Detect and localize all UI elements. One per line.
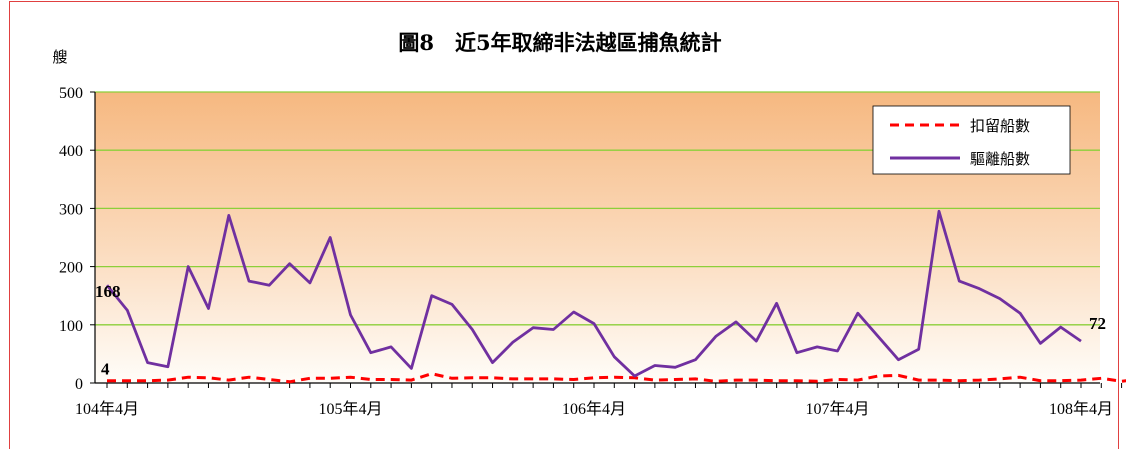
y-tick-label-300: 300 [59, 201, 83, 218]
x-tick-label-3: 107年4月 [805, 400, 869, 418]
y-tick-label-400: 400 [59, 143, 83, 160]
y-tick-label-500: 500 [59, 85, 83, 102]
legend: 扣留船數 驅離船數 [872, 105, 1071, 175]
y-axis-unit-label: 艘 [52, 48, 67, 66]
series-lines [105, 209, 1126, 384]
data-label-72: 72 [1089, 314, 1106, 333]
y-tick-label-0: 0 [75, 376, 83, 393]
axes [90, 91, 1123, 388]
data-label-168: 168 [95, 282, 121, 301]
x-tick-label-1: 105年4月 [318, 400, 382, 418]
x-tick-label-0: 104年4月 [75, 400, 139, 418]
y-tick-labels: 0 100 200 300 400 500 [59, 85, 83, 393]
legend-label-扣留船數: 扣留船數 [970, 117, 1030, 135]
chart-frame [9, 1, 1119, 449]
x-tick-label-2: 106年4月 [562, 400, 626, 418]
x-tick-label-4: 108年4月 [1049, 400, 1113, 418]
data-label-4: 4 [101, 360, 110, 379]
y-tick-label-100: 100 [59, 318, 83, 335]
chart-title: 圖8 近5年取締非法越區捕魚統計 [398, 30, 721, 55]
legend-box [872, 105, 1071, 175]
data-labels: 16847210 [95, 282, 1106, 379]
gridlines [95, 91, 1100, 326]
series-line-驅離船數 [105, 209, 1082, 378]
x-tick-labels: 104年4月 105年4月 106年4月 107年4月 108年4月 [75, 400, 1113, 418]
y-tick-label-200: 200 [59, 260, 83, 277]
legend-label-驅離船數: 驅離船數 [970, 150, 1030, 168]
series-line-扣留船數 [107, 372, 1126, 384]
